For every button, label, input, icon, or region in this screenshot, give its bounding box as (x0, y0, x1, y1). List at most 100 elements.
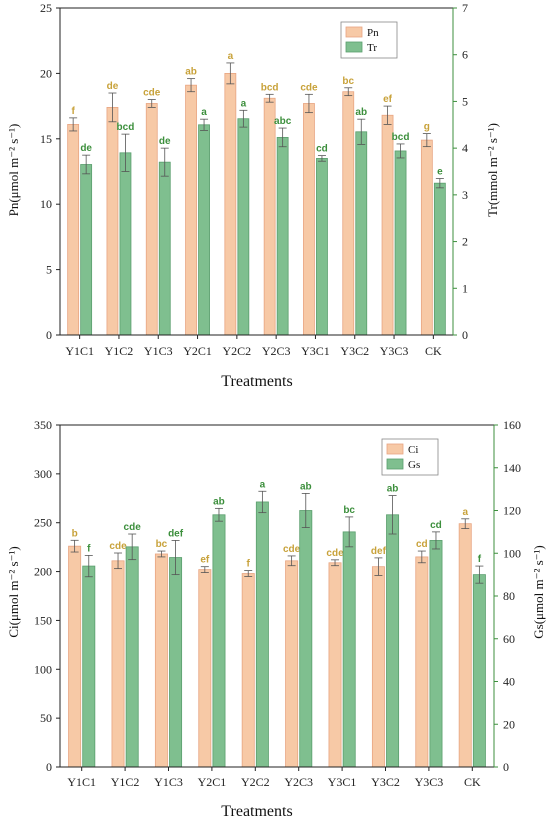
bar-pn (303, 103, 315, 336)
x-tick-label: Y1C3 (144, 344, 173, 358)
x-tick-label: Y3C1 (328, 775, 357, 789)
sig-letter-pn: de (107, 81, 119, 92)
sig-letter-gs: ab (300, 481, 312, 492)
sig-letter-tr: ab (355, 107, 367, 118)
x-tick-label: Y1C2 (105, 344, 134, 358)
sig-letter-gs: def (168, 528, 184, 539)
x-tick-label: Y1C2 (111, 775, 140, 789)
right-y-tick-label: 1 (462, 281, 468, 295)
right-y-tick-label: 5 (462, 94, 468, 108)
sig-letter-pn: bc (342, 76, 354, 87)
sig-letter-tr: cd (316, 144, 328, 155)
sig-letter-tr: abc (274, 116, 292, 127)
bar-gs (429, 540, 443, 768)
x-axis-title: Treatments (221, 373, 292, 390)
sig-letter-tr: bcd (117, 122, 135, 133)
sig-letter-ci: a (462, 507, 468, 518)
sig-letter-gs: bc (343, 505, 355, 516)
sig-letter-gs: cd (430, 520, 442, 531)
x-tick-label: Y3C1 (301, 344, 330, 358)
x-tick-label: Y1C1 (67, 775, 96, 789)
x-tick-label: Y1C1 (65, 344, 94, 358)
right-y-tick-label: 3 (462, 188, 468, 202)
bar-pn (185, 84, 197, 336)
bar-tr (316, 158, 328, 336)
chart-ci-gs: Treatments Ci(μmol m⁻² s⁻¹) Gs(μmol m⁻² … (6, 418, 546, 820)
bar-ci (198, 569, 212, 768)
x-tick-label: Y3C2 (371, 775, 400, 789)
sig-letter-ci: def (371, 546, 387, 557)
bar-ci (458, 523, 472, 768)
legend-label-pn: Pn (367, 27, 379, 39)
bar-pn (145, 103, 158, 336)
left-y-tick-label: 25 (40, 1, 52, 15)
bar-ci (328, 562, 342, 768)
sig-letter-ci: f (247, 559, 251, 570)
left-axis-title: Pn(μmol m⁻² s⁻¹) (6, 124, 21, 217)
left-y-tick-label: 300 (34, 467, 52, 481)
sig-letter-pn: ef (383, 94, 393, 105)
legend-swatch-gs (386, 458, 404, 470)
bar-pn (224, 73, 237, 336)
bar-tr (80, 164, 93, 336)
left-y-tick-label: 0 (46, 328, 52, 342)
bar-tr (355, 131, 368, 336)
left-y-tick-label: 0 (46, 760, 52, 774)
sig-letter-ci: cde (283, 544, 301, 555)
bar-tr (276, 136, 289, 336)
right-y-tick-label: 6 (462, 48, 468, 62)
sig-letter-tr: a (201, 107, 207, 118)
sig-letter-gs: f (87, 543, 91, 554)
bar-gs (82, 565, 96, 768)
bar-gs (472, 574, 486, 768)
bar-tr (119, 152, 132, 336)
chart-pn-tr: Treatments Pn(μmol m⁻² s⁻¹) Tr(mmol m⁻² … (6, 1, 500, 390)
right-y-tick-label: 40 (503, 675, 515, 689)
left-y-tick-label: 100 (34, 662, 52, 676)
bar-ci (68, 545, 82, 768)
bar-tr (237, 118, 250, 336)
x-axis-title: Treatments (221, 803, 292, 820)
bar-ci (415, 556, 429, 768)
x-tick-label: Y3C2 (340, 344, 369, 358)
bar-ci (111, 560, 125, 768)
bar-pn (67, 124, 80, 336)
bar-pn (420, 139, 433, 336)
sig-letter-pn: cde (143, 88, 161, 99)
left-y-tick-label: 5 (46, 263, 52, 277)
legend-label-tr: Tr (367, 42, 377, 54)
legend-swatch-tr (345, 41, 363, 53)
x-tick-label: CK (464, 775, 481, 789)
bar-gs (255, 501, 269, 768)
bar-gs (342, 531, 356, 768)
x-tick-label: Y2C3 (284, 775, 313, 789)
right-y-tick-label: 100 (503, 546, 521, 560)
x-tick-label: Y2C1 (198, 775, 227, 789)
bar-ci (285, 560, 299, 768)
bar-gs (299, 510, 313, 768)
left-y-tick-label: 350 (34, 418, 52, 432)
right-y-tick-label: 60 (503, 632, 515, 646)
bar-ci (241, 573, 255, 768)
right-y-tick-label: 140 (503, 461, 521, 475)
right-y-tick-label: 4 (462, 141, 468, 155)
bar-pn (263, 97, 276, 336)
sig-letter-tr: e (437, 167, 443, 178)
bar-pn (342, 91, 355, 336)
sig-letter-ci: bc (156, 539, 168, 550)
bar-pn (106, 107, 119, 336)
x-tick-label: Y3C3 (415, 775, 444, 789)
right-y-tick-label: 0 (503, 760, 509, 774)
left-y-tick-label: 150 (34, 613, 52, 627)
legend-swatch-pn (345, 26, 363, 38)
x-tick-label: Y3C3 (380, 344, 409, 358)
bar-tr (198, 124, 210, 336)
bar-gs (125, 546, 139, 768)
bar-gs (212, 514, 226, 768)
x-tick-label: Y2C3 (262, 344, 291, 358)
sig-letter-ci: ef (200, 555, 210, 566)
left-y-tick-label: 10 (40, 197, 52, 211)
bar-tr (433, 182, 446, 336)
bar-pn (381, 114, 394, 336)
